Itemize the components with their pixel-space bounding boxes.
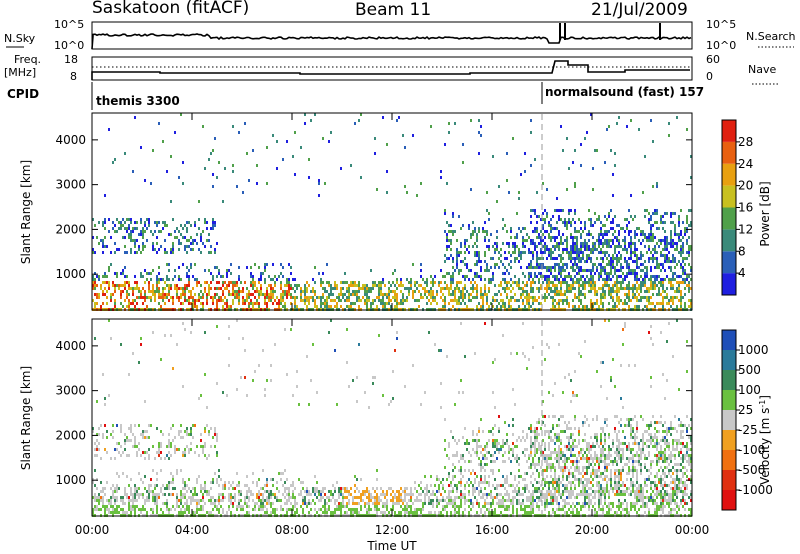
cpid-label: CPID <box>7 87 39 101</box>
colorbar-swatch <box>722 141 736 164</box>
colorbar-tick: -500 <box>738 463 765 477</box>
power-scatter <box>92 113 692 311</box>
colorbar-swatch <box>722 229 736 252</box>
velocity-scatter <box>92 319 692 517</box>
velocity-ylabel: Slant Range [km] <box>19 366 33 470</box>
colorbar-swatch <box>722 185 736 208</box>
ytick-label: 4000 <box>55 339 86 353</box>
colorbar-tick: -1000 <box>738 483 773 497</box>
nsky-label: N.Sky <box>4 32 36 45</box>
nsky-trace <box>91 33 692 50</box>
colorbar-tick: 28 <box>738 135 753 149</box>
power-colorbar: 4 8 12 16 20 24 28 <box>721 119 753 296</box>
colorbar-swatch <box>722 251 736 274</box>
nsearch-tick-bottom: 10^0 <box>706 39 736 52</box>
xtick-label: 00:00 <box>675 523 710 537</box>
ytick-label: 3000 <box>55 178 86 192</box>
colorbar-swatch <box>722 470 736 490</box>
station-title: Saskatoon (fitACF) <box>92 0 249 18</box>
power-panel: 1000 2000 3000 4000 Slant Range [km] 4 8 12 16… <box>19 112 772 311</box>
cpid-strip: CPID themis 3300 normalsound (fast) 157 <box>7 82 704 110</box>
xtick-label: 12:00 <box>375 523 410 537</box>
nsky-panel: N.Sky 10^5 10^0 10^5 10^0 N.Search <box>4 18 796 52</box>
freq-label: Freq. <box>14 53 41 66</box>
freq-trace <box>91 60 690 80</box>
colorbar-tick: -100 <box>738 443 765 457</box>
colorbar-swatch <box>722 207 736 230</box>
time-xlabel: Time UT <box>366 539 417 553</box>
nsky-tick-bottom: 10^0 <box>54 39 84 52</box>
freq-panel: Freq. [MHz] 18 8 60 0 Nave <box>4 53 778 85</box>
colorbar-tick: 8 <box>738 244 746 258</box>
xtick-label: 16:00 <box>475 523 510 537</box>
nave-tick-bottom: 0 <box>706 70 713 83</box>
velocity-colorbar-label: Velocity [m s-1] <box>758 395 772 485</box>
ytick-label: 2000 <box>55 222 86 236</box>
power-ylabel: Slant Range [km] <box>19 160 33 264</box>
colorbar-tick: 12 <box>738 222 753 236</box>
cpid-segment-2: normalsound (fast) 157 <box>545 85 704 99</box>
ytick-label: 4000 <box>55 133 86 147</box>
xtick-label: 08:00 <box>275 523 310 537</box>
colorbar-tick: 20 <box>738 179 753 193</box>
xtick-label: 20:00 <box>575 523 610 537</box>
ytick-label: 2000 <box>55 428 86 442</box>
beam-title: Beam 11 <box>355 0 431 20</box>
velocity-colorbar: 1000 500 100 25 -25 -100 -500 -1000 <box>721 329 773 511</box>
colorbar-swatch <box>722 410 736 430</box>
freq-tick-bottom: 8 <box>70 70 77 83</box>
colorbar-swatch <box>722 430 736 450</box>
freq-tick-top: 18 <box>64 53 78 66</box>
nave-label: Nave <box>748 63 776 76</box>
nsearch-tick-top: 10^5 <box>706 18 736 31</box>
ytick-label: 3000 <box>55 384 86 398</box>
date-title: 21/Jul/2009 <box>591 0 688 20</box>
colorbar-swatch <box>722 390 736 410</box>
power-colorbar-label: Power [dB] <box>758 181 772 246</box>
nave-tick-top: 60 <box>706 53 720 66</box>
velocity-panel: 1000 2000 3000 4000 00:00 04:00 08:00 12:00 16:… <box>19 113 773 553</box>
colorbar-tick: 1000 <box>738 343 769 357</box>
ytick-label: 1000 <box>55 473 86 487</box>
ytick-label: 1000 <box>55 267 86 281</box>
xtick-label: 00:00 <box>75 523 110 537</box>
colorbar-tick: 24 <box>738 157 753 171</box>
colorbar-tick: 500 <box>738 363 761 377</box>
colorbar-tick: 25 <box>738 403 753 417</box>
nsky-tick-top: 10^5 <box>54 18 84 31</box>
colorbar-swatch <box>722 350 736 370</box>
colorbar-tick: -25 <box>738 423 758 437</box>
cpid-segment-1: themis 3300 <box>96 94 180 108</box>
colorbar-swatch <box>722 450 736 470</box>
colorbar-tick: 4 <box>738 266 746 280</box>
colorbar-tick: 100 <box>738 383 761 397</box>
nsearch-label: N.Search <box>746 30 796 43</box>
colorbar-swatch <box>722 163 736 186</box>
colorbar-swatch <box>722 370 736 390</box>
colorbar-tick: 16 <box>738 201 753 215</box>
freq-unit: [MHz] <box>4 66 36 79</box>
colorbar-swatch <box>722 273 736 295</box>
colorbar-swatch <box>722 120 736 142</box>
xtick-label: 04:00 <box>175 523 210 537</box>
colorbar-swatch <box>722 490 736 510</box>
colorbar-swatch <box>722 330 736 350</box>
